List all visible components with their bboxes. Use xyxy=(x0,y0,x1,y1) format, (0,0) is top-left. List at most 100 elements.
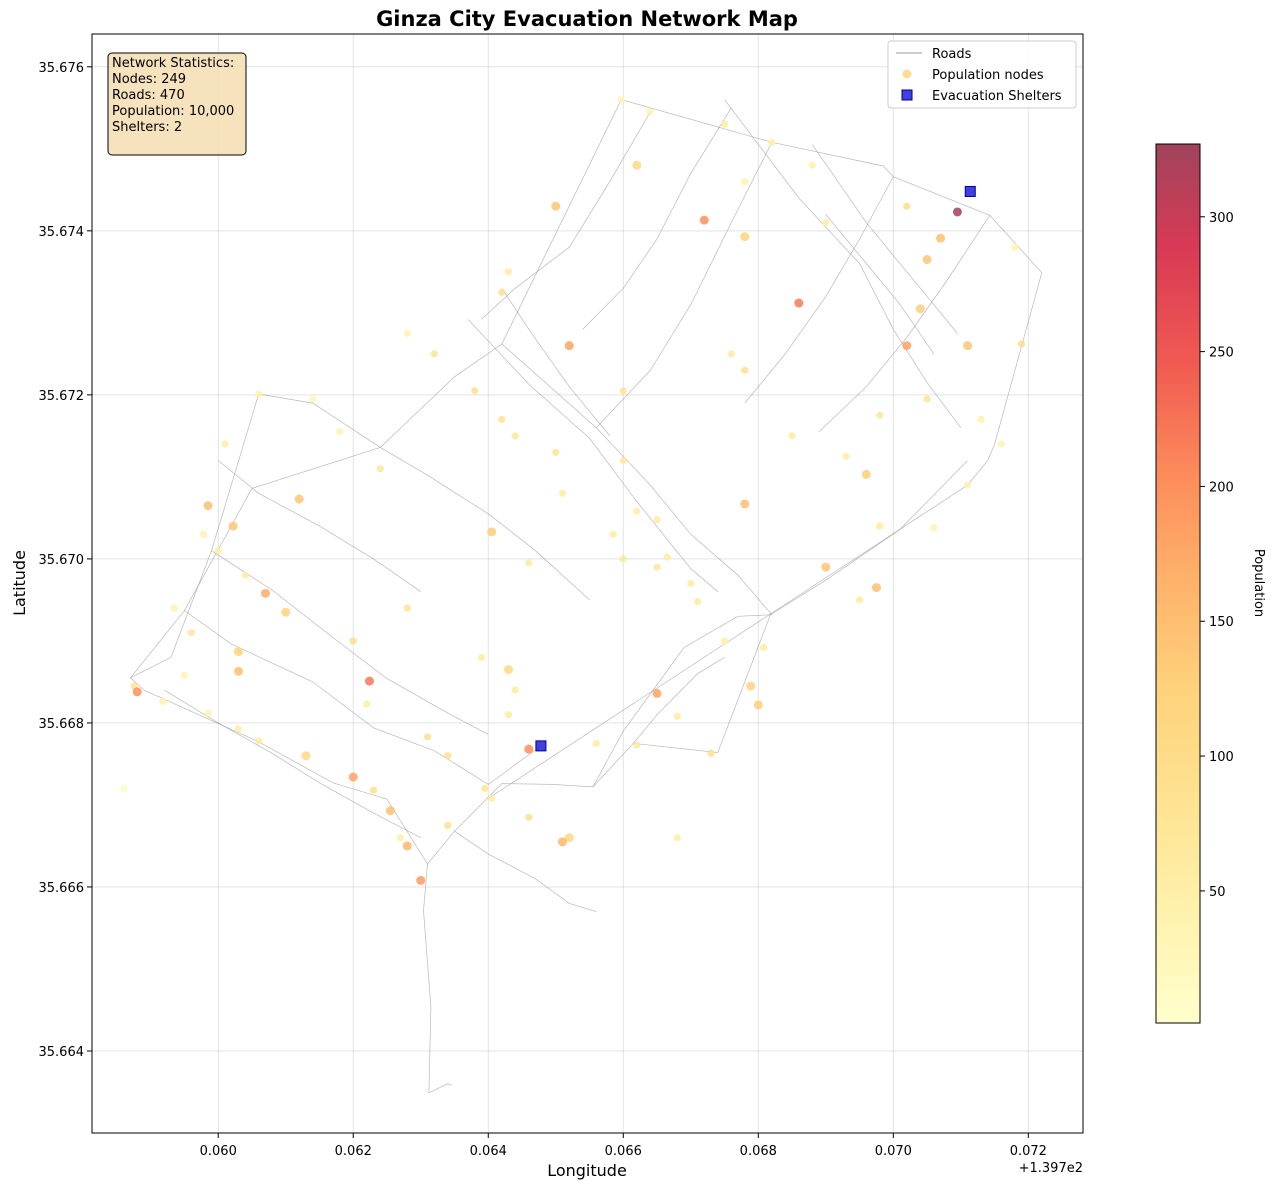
population-node xyxy=(707,749,715,757)
road-segment xyxy=(423,863,452,1094)
road-segment xyxy=(481,111,651,320)
population-node xyxy=(525,559,533,567)
road-segment xyxy=(184,610,542,785)
population-node xyxy=(309,395,317,403)
population-node xyxy=(861,469,871,479)
road-segment xyxy=(454,830,597,912)
population-node xyxy=(498,415,506,424)
population-node xyxy=(930,524,938,532)
plot-frame xyxy=(91,33,1084,1134)
population-node xyxy=(699,215,709,225)
x-tick-label: 0.070 xyxy=(875,1144,912,1159)
population-node xyxy=(876,522,884,530)
population-node xyxy=(871,583,881,593)
stats-box-background xyxy=(107,52,247,156)
y-tick-label: 35.674 xyxy=(39,225,85,240)
population-node xyxy=(653,563,661,571)
road-segment xyxy=(488,99,1043,799)
road-segment xyxy=(582,107,732,330)
road-segment xyxy=(258,393,381,448)
population-node xyxy=(255,390,263,398)
colorbar-tick-label: 250 xyxy=(1209,346,1234,361)
population-node xyxy=(132,687,142,697)
x-tick-label: 0.066 xyxy=(605,1144,642,1159)
population-node xyxy=(180,671,189,679)
road-segment xyxy=(211,550,489,735)
road-segment xyxy=(164,689,421,839)
road-segment xyxy=(217,460,421,592)
stats-line-4: Shelters: 2 xyxy=(112,120,182,135)
population-node xyxy=(619,387,627,395)
population-node xyxy=(673,712,681,720)
y-axis-label: Latitude xyxy=(10,550,29,616)
population-node xyxy=(808,161,816,169)
population-node xyxy=(488,794,496,802)
population-node xyxy=(403,604,411,612)
population-node xyxy=(511,432,519,440)
population-node xyxy=(504,711,513,719)
shelter-marker xyxy=(964,185,976,197)
population-node xyxy=(842,452,850,460)
population-node xyxy=(504,665,514,675)
population-node xyxy=(498,288,506,296)
population-node xyxy=(203,501,213,511)
population-node xyxy=(444,752,452,760)
population-node xyxy=(617,96,625,104)
road-segment xyxy=(633,657,725,744)
population-node xyxy=(511,686,519,694)
population-node xyxy=(632,160,642,170)
stats-line-1: Nodes: 249 xyxy=(112,72,186,87)
y-tick-label: 35.664 xyxy=(39,1045,85,1060)
legend-shelter-label: Evacuation Shelters xyxy=(932,89,1062,104)
population-node xyxy=(741,366,749,374)
population-node xyxy=(663,553,671,561)
population-node xyxy=(592,739,600,748)
population-node xyxy=(963,341,973,351)
population-node xyxy=(385,806,395,816)
stats-line-2: Roads: 470 xyxy=(112,88,185,103)
population-node xyxy=(902,341,912,351)
road-segment xyxy=(130,99,968,865)
population-node xyxy=(228,521,238,531)
population-node xyxy=(260,588,270,598)
population-node xyxy=(558,837,568,847)
stats-line-0: Network Statistics: xyxy=(112,56,234,71)
population-node xyxy=(619,555,627,563)
road-segment xyxy=(501,343,773,615)
road-segment xyxy=(825,214,935,355)
road-segment xyxy=(467,319,719,592)
population-node xyxy=(376,465,384,473)
population-node xyxy=(1011,243,1019,251)
y-tick-label: 35.668 xyxy=(39,717,85,732)
population-node xyxy=(221,440,229,448)
y-tick-label: 35.672 xyxy=(39,389,85,404)
population-node xyxy=(788,432,796,440)
population-node xyxy=(633,741,641,749)
population-node xyxy=(234,725,243,733)
stats-box: Network Statistics: Nodes: 249 Roads: 47… xyxy=(107,52,247,156)
population-node xyxy=(952,207,962,217)
population-node xyxy=(633,507,641,515)
colorbar-tick-label: 100 xyxy=(1209,750,1234,765)
population-node xyxy=(481,784,489,793)
population-node xyxy=(652,688,662,698)
population-node xyxy=(720,637,729,645)
population-node xyxy=(525,813,533,821)
population-node xyxy=(471,387,479,395)
population-node xyxy=(444,821,452,830)
population-node xyxy=(301,751,311,761)
population-node xyxy=(294,494,304,504)
population-node xyxy=(363,700,371,708)
population-node xyxy=(552,448,560,456)
population-node xyxy=(915,304,925,314)
y-tick-label: 35.666 xyxy=(39,881,85,896)
road-segment xyxy=(724,99,962,428)
colorbar-label: Population xyxy=(1251,549,1266,617)
chart-title: Ginza City Evacuation Network Map xyxy=(376,7,798,31)
road-segment xyxy=(380,447,590,601)
population-node xyxy=(794,298,804,308)
population-node xyxy=(855,596,864,604)
x-tick-label: 0.062 xyxy=(335,1144,372,1159)
population-node xyxy=(364,676,374,686)
